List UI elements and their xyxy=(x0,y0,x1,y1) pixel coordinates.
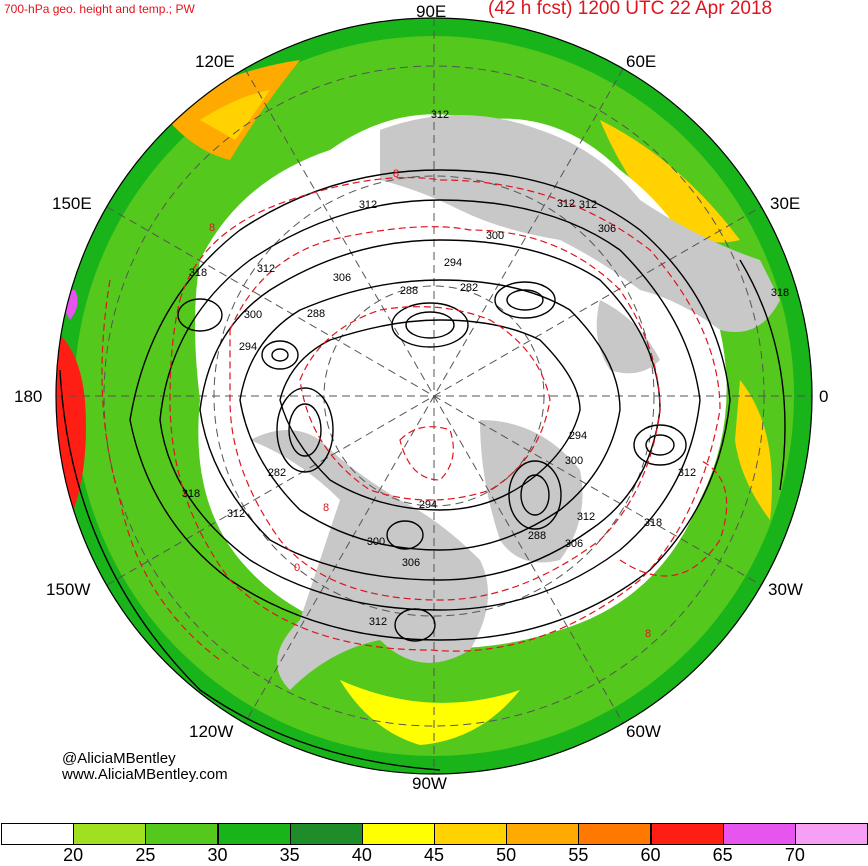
height-label: 312 xyxy=(678,467,696,479)
colorbar-label: 70 xyxy=(784,845,805,865)
height-contours xyxy=(59,169,786,771)
lon-label-0: 0 xyxy=(819,387,829,406)
map-title-right: (42 h fcst) 1200 UTC 22 Apr 2018 xyxy=(488,0,773,19)
colorbar-label: 35 xyxy=(279,845,300,865)
height-label: 312 xyxy=(577,511,595,523)
credit-handle: @AliciaMBentley xyxy=(62,750,176,767)
height-label: 282 xyxy=(460,282,478,294)
height-label: 318 xyxy=(189,267,207,279)
height-label: 300 xyxy=(565,455,583,467)
height-label: 300 xyxy=(486,230,504,242)
credit-website[interactable]: www.AliciaMBentley.com xyxy=(62,766,228,783)
height-label: 306 xyxy=(333,272,351,284)
height-label: 312 xyxy=(227,508,245,520)
colorbar-swatch xyxy=(794,823,868,845)
colorbar-swatch xyxy=(650,823,724,845)
temp-label: 8 xyxy=(393,168,399,180)
colorbar-label: 50 xyxy=(496,845,517,865)
height-label: 312 xyxy=(369,616,387,628)
temp-label: 8 xyxy=(323,502,329,514)
polar-stereographic-map: 312 312 312 306 300 294 288 282 318 312 … xyxy=(55,17,813,775)
height-label: 306 xyxy=(402,557,420,569)
height-label: 318 xyxy=(771,287,789,299)
pw-moist-north-east xyxy=(600,120,740,243)
lon-label-60e: 60E xyxy=(626,52,657,71)
colorbar-label: 65 xyxy=(712,845,733,865)
colorbar-swatch xyxy=(506,823,580,845)
temp-label: 0 xyxy=(294,562,300,574)
colorbar-swatch xyxy=(73,823,147,845)
lon-label-30e: 30E xyxy=(770,194,801,213)
pw-moist-east xyxy=(735,380,772,520)
colorbar-swatch xyxy=(578,823,652,845)
temp-label: 8 xyxy=(209,222,215,234)
height-label: 288 xyxy=(307,308,325,320)
height-label: 282 xyxy=(268,467,286,479)
temperature-contours xyxy=(101,176,728,661)
height-label: 312 xyxy=(359,199,377,211)
lon-label-30w: 30W xyxy=(768,580,803,599)
height-label: 318 xyxy=(182,488,200,500)
temp-label-group: 8 8 8 0 8 xyxy=(209,168,651,640)
height-label: 294 xyxy=(239,341,257,353)
pw-moist-inner-nw xyxy=(200,90,270,140)
colorbar-label: 40 xyxy=(351,845,372,865)
colorbar-label: 20 xyxy=(63,845,84,865)
lon-label-180: 180 xyxy=(14,387,43,406)
map-border xyxy=(55,17,813,775)
colorbar-swatch xyxy=(1,823,75,845)
lon-label-90w: 90W xyxy=(412,774,447,793)
height-label: 306 xyxy=(565,538,583,550)
colorbar-label: 45 xyxy=(423,845,445,865)
temp-label: 8 xyxy=(645,628,651,640)
lon-label-120e: 120E xyxy=(195,52,235,71)
colorbar-swatch xyxy=(361,823,435,845)
land-north-america xyxy=(250,430,488,690)
height-label: 306 xyxy=(598,223,616,235)
land-scandinavia xyxy=(596,300,660,374)
height-label: 318 xyxy=(644,517,662,529)
height-label: 312 xyxy=(579,199,597,211)
height-label: 300 xyxy=(244,309,262,321)
height-label: 294 xyxy=(569,430,587,442)
land-eurasia xyxy=(380,115,780,332)
height-label: 294 xyxy=(419,499,437,511)
colorbar-swatch xyxy=(217,823,291,845)
height-label: 312 xyxy=(431,109,449,121)
height-label: 288 xyxy=(528,530,546,542)
colorbar-swatch xyxy=(145,823,219,845)
colorbar-label: 30 xyxy=(207,845,228,865)
colorbar-label: 60 xyxy=(640,845,661,865)
colorbar-label: 55 xyxy=(568,845,589,865)
colorbar-swatch xyxy=(289,823,363,845)
map-title-left: 700-hPa geo. height and temp.; PW xyxy=(4,2,195,16)
lon-label-60w: 60W xyxy=(626,722,661,741)
pw-moist-south xyxy=(340,680,520,745)
lon-label-150e: 150E xyxy=(52,194,92,213)
colorbar-label: 25 xyxy=(135,845,156,865)
lon-label-150w: 150W xyxy=(46,580,91,599)
colorbar-swatch xyxy=(722,823,796,845)
height-label: 288 xyxy=(400,285,418,297)
colorbar-swatch xyxy=(434,823,508,845)
lon-label-120w: 120W xyxy=(189,722,234,741)
height-label: 294 xyxy=(444,257,462,269)
height-label: 300 xyxy=(367,536,385,548)
height-label: 312 xyxy=(557,198,575,210)
lon-label-90e: 90E xyxy=(416,2,447,21)
graticule xyxy=(56,18,812,774)
height-label-group: 312 312 312 306 300 294 288 282 318 312 … xyxy=(182,109,789,628)
height-label: 312 xyxy=(257,263,275,275)
